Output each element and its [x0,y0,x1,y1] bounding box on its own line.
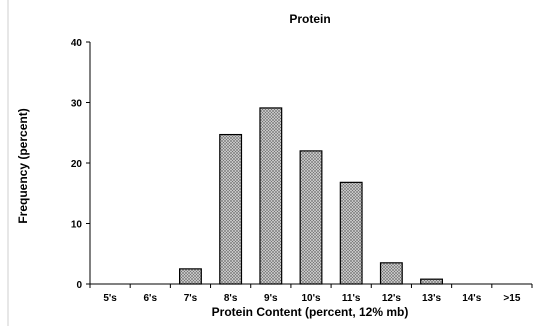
y-tick-label: 40 [71,38,83,49]
y-tick-label: 0 [76,280,82,291]
x-tick-label: 12's [382,293,402,304]
x-tick-label: 8's [224,293,238,304]
bar-12s [379,262,403,285]
bar-13s [420,278,443,285]
x-tick-label: 11's [342,293,361,304]
x-tick-label: 9's [264,293,278,304]
bar-11s [339,181,363,285]
x-tick-label: 6's [144,293,158,304]
x-tick-label: 7's [184,293,198,304]
x-tick-label: 13's [422,293,442,304]
y-axis-ticks: 0 10 20 30 40 [71,38,90,291]
x-tick-label: 5's [103,293,117,304]
bars-group [179,107,443,285]
y-tick-label: 20 [71,159,83,170]
bar-8s [219,133,243,285]
chart-title: Protein [289,12,330,26]
y-tick-label: 30 [71,99,83,110]
y-tick-label: 10 [71,220,83,231]
bar-10s [299,150,323,285]
x-axis-title: Protein Content (percent, 12% mb) [212,305,409,319]
x-tick-label: >15 [503,293,520,304]
x-axis-ticks: 5's 6's 7's 8's 9's 10's 11's 12's 13's 14's >15 [89,284,533,304]
x-tick-label: 14's [462,293,482,304]
bar-9s [259,107,283,285]
bar-7s [179,268,202,285]
y-axis-title: Frequency (percent) [16,108,30,223]
x-tick-label: 10's [301,293,321,304]
